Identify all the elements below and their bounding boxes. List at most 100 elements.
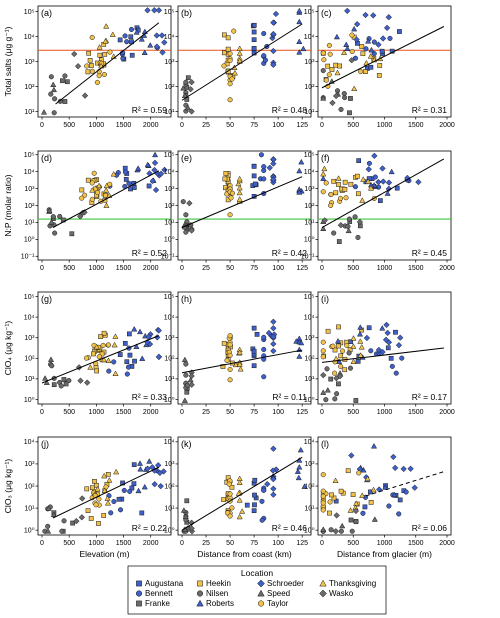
data-point-bennett (259, 517, 265, 523)
legend-item-speed: Speed (257, 589, 290, 598)
data-point-roberts (336, 358, 343, 364)
data-point-roberts (141, 483, 148, 490)
data-point-heekin (332, 347, 338, 353)
data-point-heekin (86, 50, 92, 56)
regression-line (181, 176, 303, 228)
data-point-franke (51, 382, 57, 388)
data-point-franke (347, 110, 352, 116)
y-tick-label: 10³ (304, 59, 315, 66)
data-point-bennett (122, 33, 128, 39)
data-point-franke (70, 520, 75, 526)
data-point-taylor (326, 42, 332, 48)
data-point-bennett (371, 51, 377, 57)
data-point-wasko (332, 528, 339, 535)
data-point-bennett (261, 53, 267, 59)
data-point-augustana (122, 341, 128, 346)
data-point-taylor (227, 97, 233, 103)
data-point-heekin (359, 44, 365, 49)
data-point-thanksgiving (350, 343, 357, 349)
data-point-speed (345, 227, 352, 234)
data-point-roberts (144, 161, 151, 168)
data-point-thanksgiving (113, 468, 120, 475)
x-tick-label: 0 (40, 409, 44, 416)
y-tick-label: 10⁴ (24, 314, 35, 321)
data-point-wasko (77, 213, 84, 220)
panel-label: (k) (181, 439, 192, 449)
r-squared-label: R² = 0.42 (272, 248, 307, 258)
data-point-franke (65, 79, 70, 85)
data-point-schroeder (151, 481, 158, 488)
data-point-roberts (296, 7, 303, 14)
data-point-nilsen (346, 216, 352, 222)
data-point-taylor (100, 342, 106, 348)
data-point-augustana (127, 352, 133, 358)
data-point-augustana (131, 481, 137, 487)
data-point-schroeder (161, 166, 168, 174)
data-point-nilsen (347, 365, 354, 371)
data-point-speed (320, 95, 327, 101)
data-point-taylor (95, 190, 101, 196)
y-tick-label: 10³ (24, 186, 35, 193)
data-point-taylor (227, 377, 233, 383)
data-point-taylor (343, 195, 349, 201)
data-point-taylor (320, 189, 326, 195)
data-point-heekin (102, 51, 108, 57)
data-point-taylor (229, 76, 235, 82)
legend-item-roberts: Roberts (196, 599, 234, 608)
data-point-roberts (296, 18, 303, 25)
data-point-thanksgiving (109, 31, 116, 37)
data-point-schroeder (375, 41, 382, 48)
x-tick-label: 1000 (377, 122, 393, 129)
data-point-speed (47, 356, 55, 362)
y-tick-label: 10² (164, 356, 175, 363)
data-point-nilsen (183, 79, 189, 85)
x-tick-label: 75 (250, 409, 258, 416)
data-point-taylor (320, 50, 326, 56)
data-point-augustana (378, 198, 383, 203)
legend-item-thanksgiving: Thanksgiving (319, 579, 376, 588)
data-point-heekin (89, 63, 94, 68)
data-point-thanksgiving (112, 333, 119, 339)
data-point-bennett (352, 55, 359, 61)
data-point-heekin (220, 364, 226, 369)
data-point-roberts (298, 339, 305, 346)
data-point-heekin (97, 52, 103, 58)
regression-line (321, 347, 444, 363)
legend-label: Thanksgiving (329, 579, 376, 588)
data-point-taylor (323, 77, 329, 83)
data-point-schroeder (270, 318, 277, 325)
data-point-thanksgiving (231, 69, 238, 76)
data-point-taylor (79, 195, 85, 201)
x-tick-label: 1000 (377, 540, 393, 547)
data-point-heekin (338, 353, 344, 359)
x-axis-label: Distance from coast (km) (197, 549, 292, 559)
data-point-schroeder (270, 325, 277, 332)
data-point-augustana (397, 29, 402, 34)
data-point-taylor (327, 51, 333, 57)
data-point-thanksgiving (350, 358, 357, 364)
panel-e: 10⁻¹ 10⁰ 10¹ 10² 10³ 10⁴ 10⁵ 0 25 50 75 100 125 (e) R²… (161, 150, 312, 272)
data-point-nilsen (334, 391, 340, 397)
data-point-heekin (222, 176, 228, 182)
y-tick-label: 10⁵ (304, 9, 315, 16)
data-point-augustana (388, 355, 394, 361)
data-point-heekin (342, 367, 348, 373)
y-tick-label: 10¹ (24, 220, 35, 227)
data-point-heekin (229, 484, 235, 490)
legend-item-bennett: Bennett (135, 589, 173, 598)
data-point-schroeder (155, 327, 162, 334)
data-point-augustana (368, 64, 374, 70)
panel-frame (37, 291, 172, 405)
data-point-schroeder (348, 452, 355, 459)
y-tick-label: 10⁴ (24, 439, 35, 446)
legend-item-franke: Franke (136, 599, 170, 608)
x-tick-label: 2000 (143, 409, 159, 416)
data-point-augustana (251, 22, 257, 28)
data-point-schroeder (151, 7, 158, 14)
panel-frame (317, 5, 452, 118)
data-point-roberts (295, 474, 302, 481)
y-tick-label: 10³ (304, 461, 315, 468)
x-tick-label: 1500 (116, 409, 132, 416)
data-point-schroeder (272, 466, 280, 473)
data-point-speed (45, 528, 52, 534)
